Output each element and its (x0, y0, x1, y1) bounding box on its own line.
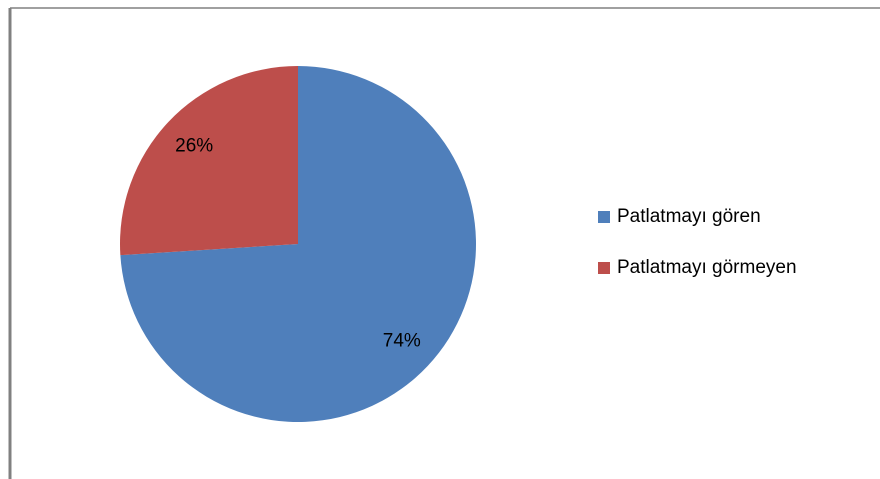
pie-slice (120, 66, 477, 422)
data-label: 74% (383, 330, 421, 351)
legend-swatch (598, 262, 610, 274)
pie-slice (119, 66, 298, 256)
legend-swatch (598, 211, 610, 223)
data-label: 26% (175, 136, 213, 157)
legend-label: Patlatmayı görmeyen (617, 257, 797, 278)
legend-label: Patlatmayı gören (617, 206, 761, 227)
